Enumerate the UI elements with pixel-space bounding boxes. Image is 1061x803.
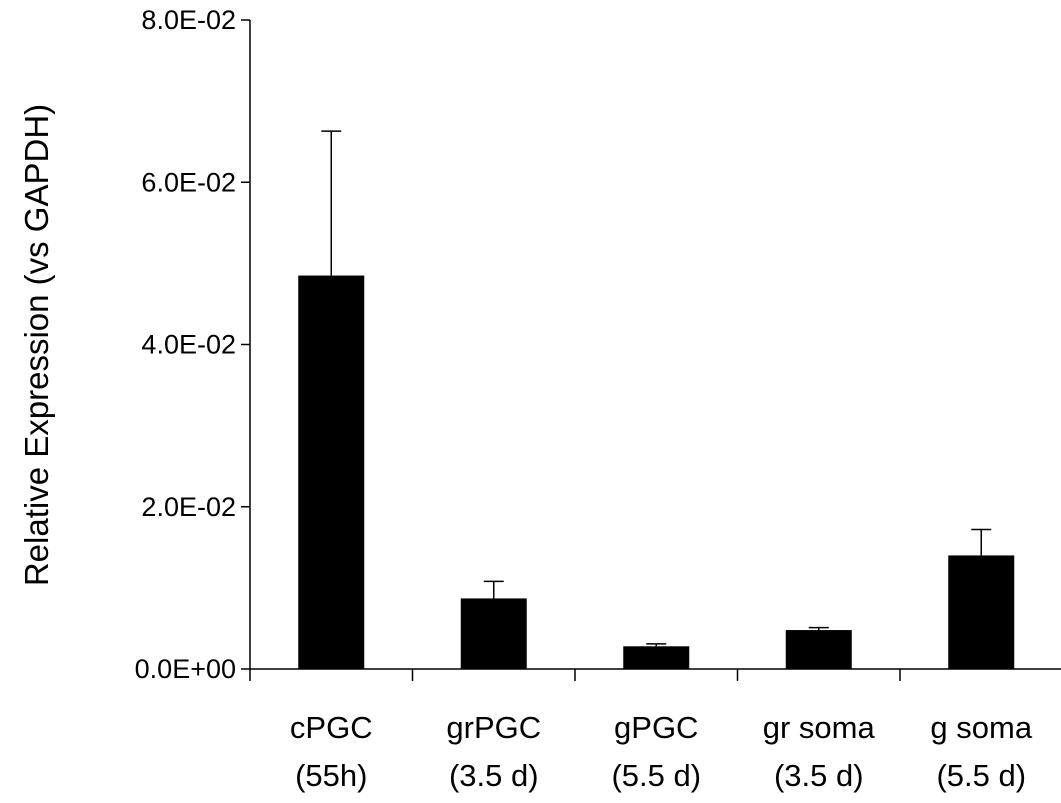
bar	[948, 555, 1015, 669]
y-tick-label: 4.0E-02	[141, 330, 236, 360]
x-category-sublabel: (3.5 d)	[774, 758, 864, 793]
y-tick-label: 6.0E-02	[141, 167, 236, 197]
bar	[785, 630, 852, 669]
x-category-label: gPGC	[614, 710, 698, 745]
x-labels: cPGC (55h) grPGC (3.5 d) gPGC (5.5 d) gr soma (…	[290, 710, 1033, 793]
x-category-sublabel: (55h)	[295, 758, 367, 793]
x-category-label: grPGC	[446, 710, 541, 745]
x-category-sublabel: (5.5 d)	[936, 758, 1026, 793]
y-axis-title: Relative Expression (vs GAPDH)	[18, 104, 55, 586]
error-bars	[321, 130, 992, 647]
y-axis-title-group: Relative Expression (vs GAPDH)	[18, 104, 55, 586]
y-tick-label: 8.0E-02	[141, 5, 236, 35]
x-category-sublabel: (3.5 d)	[449, 758, 539, 793]
y-tick-label: 2.0E-02	[141, 492, 236, 522]
bar	[623, 646, 690, 669]
y-tick-label: 0.0E+00	[135, 654, 236, 684]
x-category-label: gr soma	[763, 710, 876, 745]
bar	[298, 275, 365, 669]
x-ticks	[249, 669, 901, 681]
x-category-label: cPGC	[290, 710, 373, 745]
bar	[460, 598, 527, 669]
x-category-label: g soma	[930, 710, 1032, 745]
x-category-sublabel: (5.5 d)	[611, 758, 701, 793]
bars	[298, 275, 1015, 669]
y-ticks: 0.0E+00 2.0E-02 4.0E-02 6.0E-02 8.0E-02	[135, 5, 250, 684]
